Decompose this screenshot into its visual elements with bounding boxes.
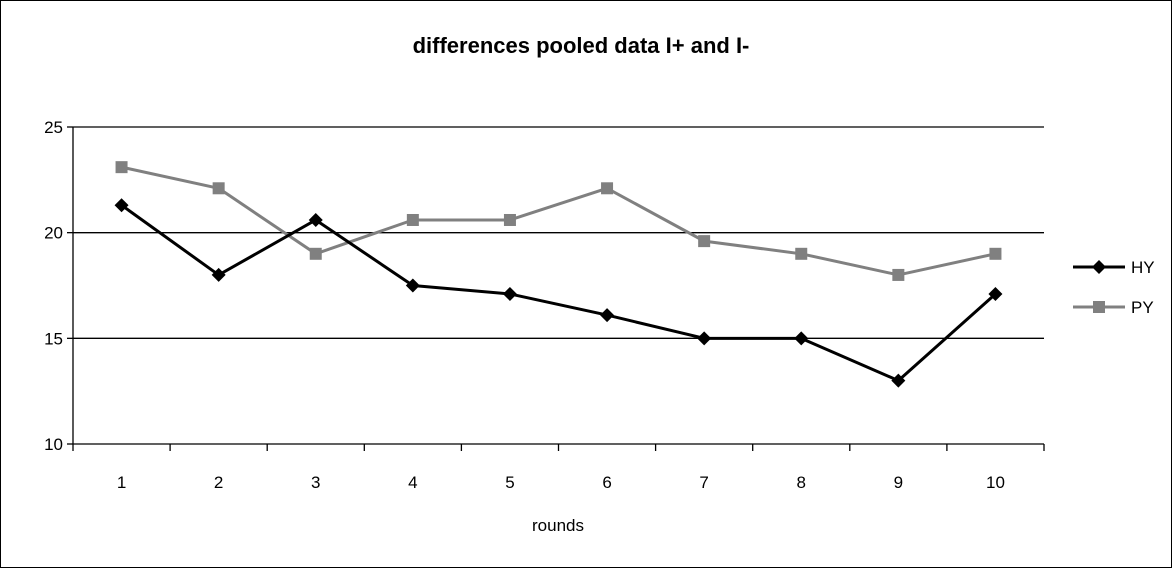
x-tick-label: 2 xyxy=(214,473,223,492)
x-tick-label: 6 xyxy=(602,473,611,492)
data-point xyxy=(600,308,615,323)
x-tick-label: 4 xyxy=(408,473,417,492)
legend-label: HY xyxy=(1131,258,1155,277)
series-line xyxy=(121,165,996,277)
x-axis-label: rounds xyxy=(532,516,584,535)
data-point xyxy=(308,212,323,227)
data-point xyxy=(503,213,516,226)
series-hy xyxy=(114,198,1003,388)
data-point xyxy=(212,182,225,195)
y-tick-label: 25 xyxy=(44,118,63,137)
data-point xyxy=(114,198,129,213)
gridlines xyxy=(73,126,1044,339)
data-point xyxy=(406,213,419,226)
data-point xyxy=(115,161,128,174)
x-tick-label: 3 xyxy=(311,473,320,492)
data-point xyxy=(698,235,711,248)
legend-marker xyxy=(1092,260,1106,274)
legend-marker xyxy=(1093,301,1105,313)
y-tick-label: 15 xyxy=(44,329,63,348)
legend-item-hy: HY xyxy=(1073,258,1155,277)
data-point xyxy=(989,247,1002,260)
data-point xyxy=(405,278,420,293)
x-tick-label: 1 xyxy=(117,473,126,492)
data-point xyxy=(502,286,517,301)
series-layer xyxy=(114,161,1003,388)
y-tick-label: 10 xyxy=(44,435,63,454)
chart-title: differences pooled data I+ and I- xyxy=(413,33,750,58)
x-tick-label: 5 xyxy=(505,473,514,492)
data-point xyxy=(892,268,905,281)
y-tick-label: 20 xyxy=(44,224,63,243)
series-line xyxy=(120,203,997,383)
data-point xyxy=(309,247,322,260)
data-point xyxy=(988,286,1003,301)
data-point xyxy=(697,331,712,346)
data-point xyxy=(795,247,808,260)
data-point xyxy=(211,267,226,282)
data-point xyxy=(891,373,906,388)
legend-label: PY xyxy=(1131,298,1154,317)
y-tick-labels: 10 15 20 25 xyxy=(44,118,63,454)
legend-item-py: PY xyxy=(1073,298,1154,317)
axes xyxy=(67,126,1045,451)
legend: HY PY xyxy=(1073,258,1155,317)
series-py xyxy=(115,161,1002,281)
data-point xyxy=(794,331,809,346)
x-tick-label: 9 xyxy=(894,473,903,492)
x-tick-label: 8 xyxy=(797,473,806,492)
x-tick-labels: 1 2 3 4 5 6 7 8 9 10 xyxy=(117,473,1005,492)
x-tick-label: 10 xyxy=(986,473,1005,492)
x-tick-label: 7 xyxy=(699,473,708,492)
data-point xyxy=(601,182,614,195)
